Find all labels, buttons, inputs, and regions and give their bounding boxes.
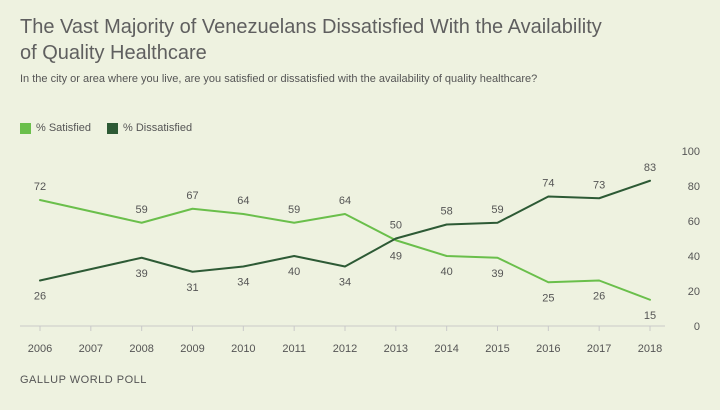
data-label-dissatisfied: 74 [542, 178, 554, 190]
source-note: GALLUP WORLD POLL [20, 374, 147, 386]
y-tick-label: 20 [688, 286, 700, 298]
data-label-satisfied: 25 [542, 292, 554, 304]
x-tick-label: 2014 [434, 343, 458, 355]
x-tick-label: 2011 [282, 343, 306, 355]
x-tick-label: 2006 [28, 343, 52, 355]
y-tick-label: 100 [682, 146, 700, 158]
chart-subtitle: In the city or area where you live, are … [20, 73, 538, 85]
data-label-satisfied: 72 [34, 181, 46, 193]
data-label-dissatisfied: 39 [136, 268, 148, 280]
x-tick-label: 2012 [333, 343, 357, 355]
y-tick-label: 80 [688, 181, 700, 193]
data-label-satisfied: 59 [136, 204, 148, 216]
x-tick-label: 2008 [129, 343, 153, 355]
legend-item-satisfied: % Satisfied [20, 122, 91, 134]
data-label-dissatisfied: 34 [339, 277, 351, 289]
data-label-dissatisfied: 83 [644, 162, 656, 174]
x-tick-label: 2017 [587, 343, 611, 355]
data-label-satisfied: 39 [491, 268, 503, 280]
x-tick-label: 2010 [231, 343, 255, 355]
data-label-satisfied: 64 [237, 195, 249, 207]
data-label-satisfied: 15 [644, 310, 656, 322]
x-tick-label: 2013 [384, 343, 408, 355]
chart-title: The Vast Majority of Venezuelans Dissati… [20, 16, 602, 64]
data-label-dissatisfied: 40 [288, 266, 300, 278]
data-label-dissatisfied: 59 [491, 204, 503, 216]
legend-swatch-dissatisfied [107, 122, 119, 134]
x-tick-label: 2009 [180, 343, 204, 355]
data-label-dissatisfied: 58 [441, 206, 453, 218]
data-label-dissatisfied: 73 [593, 179, 605, 191]
y-tick-label: 40 [688, 251, 700, 263]
legend-label-dissatisfied: % Dissatisfied [123, 122, 193, 134]
legend: % Satisfied % Dissatisfied [20, 122, 192, 134]
data-label-satisfied: 49 [390, 250, 402, 262]
series-line-dissatisfied [39, 179, 651, 282]
data-label-dissatisfied: 34 [237, 277, 249, 289]
data-label-satisfied: 26 [593, 291, 605, 303]
data-label-dissatisfied: 31 [186, 282, 198, 294]
legend-swatch-satisfied [20, 122, 31, 134]
data-label-satisfied: 64 [339, 195, 351, 207]
data-label-dissatisfied: 26 [34, 291, 46, 303]
x-tick-label: 2018 [638, 343, 662, 355]
y-tick-label: 0 [694, 321, 700, 333]
series-line-satisfied [39, 199, 651, 301]
data-label-satisfied: 67 [186, 190, 198, 202]
legend-item-dissatisfied: % Dissatisfied [107, 122, 192, 134]
x-tick-label: 2015 [485, 343, 509, 355]
y-tick-label: 60 [688, 216, 700, 228]
x-tick-label: 2007 [79, 343, 103, 355]
data-label-satisfied: 59 [288, 204, 300, 216]
legend-label-satisfied: % Satisfied [36, 122, 92, 134]
data-label-dissatisfied: 50 [390, 220, 402, 232]
data-label-satisfied: 40 [441, 266, 453, 278]
x-tick-label: 2016 [536, 343, 560, 355]
